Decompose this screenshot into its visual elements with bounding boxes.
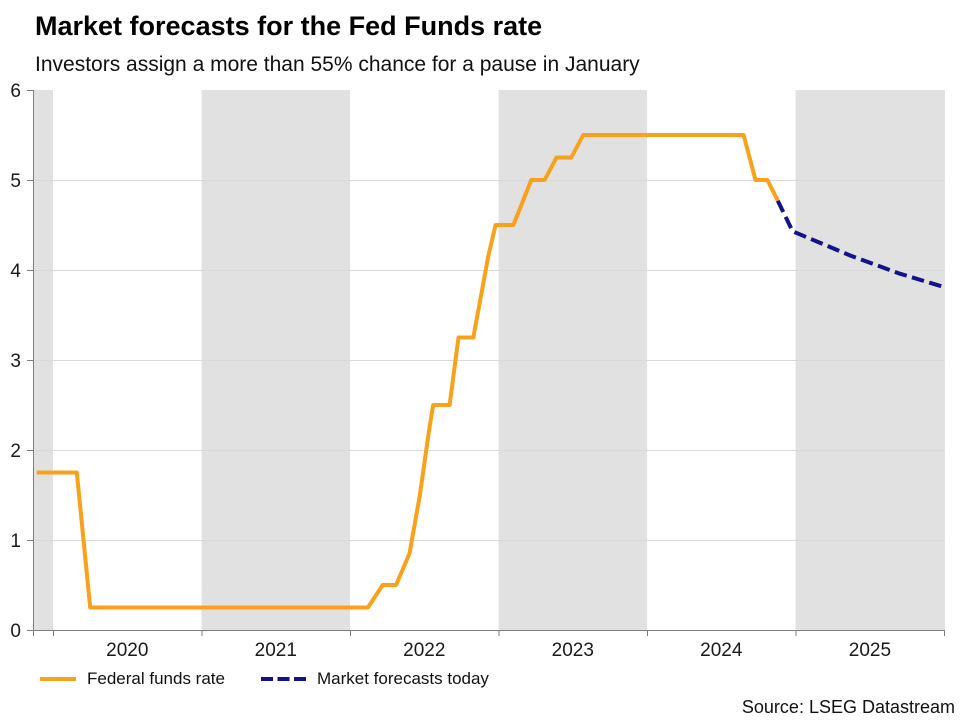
legend-item-forecast: Market forecasts today bbox=[260, 669, 489, 689]
plot-area: 0 1 2 3 4 5 6 2020 2021 2022 2023 2024 2025 bbox=[10, 81, 946, 661]
y-tick-label: 3 bbox=[10, 351, 21, 372]
y-tick-label: 2 bbox=[10, 441, 21, 462]
federal-funds-rate-line bbox=[36, 133, 780, 610]
x-tick-label: 2020 bbox=[106, 640, 148, 661]
x-tick-label: 2023 bbox=[552, 640, 594, 661]
market-forecast-line bbox=[775, 199, 945, 290]
y-tick-label: 1 bbox=[10, 531, 21, 552]
chart-title: Market forecasts for the Fed Funds rate bbox=[35, 11, 543, 41]
x-tick-label: 2025 bbox=[849, 640, 891, 661]
y-tick-label: 4 bbox=[10, 261, 21, 282]
x-tick-label: 2022 bbox=[403, 640, 445, 661]
y-tick-label: 5 bbox=[10, 171, 21, 192]
forecast-line-swatch bbox=[260, 677, 306, 681]
chart-subtitle: Investors assign a more than 55% chance … bbox=[35, 53, 640, 76]
legend: Federal funds rate Market forecasts toda… bbox=[40, 669, 489, 689]
legend-label-forecast: Market forecasts today bbox=[316, 669, 489, 688]
source-credit: Source: LSEG Datastream bbox=[741, 697, 955, 717]
y-tick-label: 0 bbox=[10, 621, 21, 642]
x-tick-label: 2021 bbox=[255, 640, 297, 661]
y-tick-label: 6 bbox=[10, 81, 21, 102]
legend-item-fed-funds: Federal funds rate bbox=[40, 669, 225, 689]
fed-funds-line-swatch bbox=[40, 677, 76, 681]
legend-label-fed-funds: Federal funds rate bbox=[87, 669, 225, 688]
x-tick-label: 2024 bbox=[700, 640, 743, 661]
